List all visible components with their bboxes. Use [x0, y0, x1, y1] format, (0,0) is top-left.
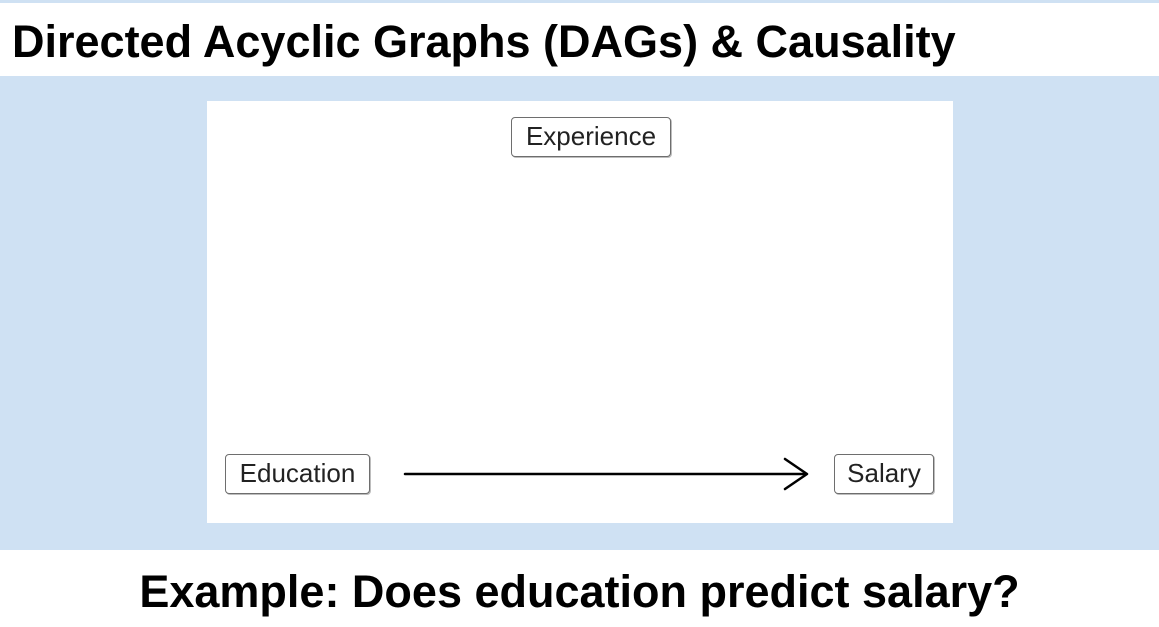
dag-edges — [403, 457, 809, 491]
dag-diagram: Experience Education Salary — [207, 101, 953, 523]
edge-education-salary-arrowhead — [783, 457, 809, 491]
slide-title: Directed Acyclic Graphs (DAGs) & Causali… — [12, 16, 956, 67]
node-experience: Experience — [511, 117, 671, 157]
slide-caption: Example: Does education predict salary? — [139, 566, 1020, 617]
node-education: Education — [225, 454, 370, 494]
top-rule — [0, 0, 1159, 3]
node-salary: Salary — [834, 454, 934, 494]
